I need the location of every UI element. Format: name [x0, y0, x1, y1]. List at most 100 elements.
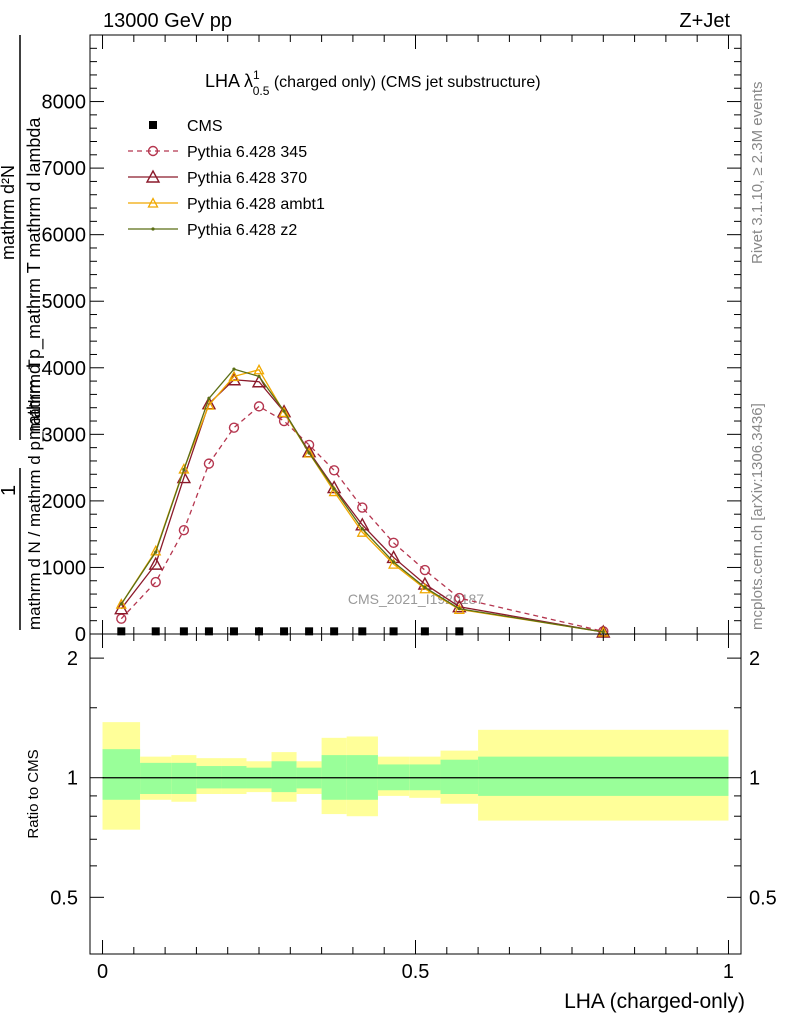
series-1-point	[454, 592, 465, 604]
series-4-point	[360, 527, 364, 531]
series-4-point	[307, 451, 311, 455]
legend-marker	[147, 197, 159, 208]
ratio-y-label: Ratio to CMS	[25, 749, 42, 838]
series-1-point	[203, 458, 215, 469]
series-4-point	[282, 409, 286, 413]
plot-title: LHA λ1 0.5 (charged only) (CMS jet substr…	[205, 68, 541, 98]
legend: CMS Pythia 6.428 345 Pythia 6.428 370 Pythi…	[128, 118, 325, 239]
rivet-label: Rivet 3.1.10, ≥ 2.3M events	[749, 82, 766, 265]
ratio-tick-label-right: 0.5	[749, 887, 777, 909]
series-1-point	[253, 401, 265, 412]
ratio-inner-band	[440, 759, 479, 794]
y-tick-label: 5000	[42, 291, 87, 313]
legend-entry: Pythia 6.428 345	[128, 144, 307, 161]
plot-title-main: LHA λ	[205, 71, 253, 91]
cms-data-point	[389, 627, 398, 636]
series-4-point	[232, 367, 236, 371]
series-1-point	[419, 564, 431, 576]
y-tick-label: 2000	[42, 491, 87, 513]
plot-title-sup: 1	[253, 68, 260, 82]
cms-data-point	[455, 627, 464, 636]
series-1-point	[357, 502, 368, 513]
x-tick-label: 1	[723, 961, 734, 983]
series-3-point	[150, 544, 162, 556]
main-y-ticks: 0 1000 2000 3000 4000 5000 6000 7000 8000	[42, 47, 741, 646]
ratio-inner-band	[140, 762, 172, 794]
legend-marker	[145, 169, 161, 183]
legend-entry: CMS	[149, 118, 223, 135]
y-tick-label: 3000	[42, 424, 87, 446]
ratio-y-ticks: 0.5 0.5 1 1 2 2	[50, 648, 777, 909]
main-series	[114, 363, 611, 638]
cms-data-point	[179, 627, 188, 636]
series-4-point	[207, 396, 211, 400]
x-tick-label: 0	[97, 961, 108, 983]
series-4-point	[332, 487, 336, 491]
series-4-point	[182, 468, 186, 472]
series-4-line	[120, 368, 604, 633]
y-label-numerator: mathrm d²N	[0, 165, 18, 260]
ratio-tick-label: 2	[67, 648, 78, 670]
legend-label: Pythia 6.428 345	[187, 144, 307, 161]
y-label-prefix-den: mathrm d N / mathrm d p_mathrm T	[25, 359, 44, 630]
series-4-point	[391, 560, 396, 564]
cms-data-point	[358, 627, 367, 636]
series-4-point	[423, 585, 427, 590]
y-tick-label: 7000	[42, 158, 87, 180]
legend-label: Pythia 6.428 370	[187, 170, 307, 187]
legend-entry: Pythia 6.428 ambt1	[128, 196, 325, 213]
legend-marker	[149, 121, 157, 129]
legend-entry: Pythia 6.428 z2	[128, 222, 297, 239]
cms-data-point	[229, 627, 238, 636]
series-3-point	[115, 598, 127, 609]
series-3-point	[303, 447, 315, 458]
series-4	[119, 367, 605, 634]
y-tick-label: 4000	[42, 358, 87, 380]
ratio-inner-band	[478, 756, 729, 796]
ratio-x-ticks: 0 0.5 1	[97, 634, 734, 983]
cms-data-point	[151, 627, 160, 636]
energy-label: 13000 GeV pp	[103, 10, 232, 32]
cms-data-point	[330, 627, 339, 636]
legend-marker	[151, 227, 155, 231]
series-4-point	[154, 550, 158, 554]
series-4-point	[457, 607, 461, 611]
legend-marker	[147, 145, 159, 157]
plot-title-suffix: (charged only) (CMS jet substructure)	[269, 74, 540, 91]
series-1-point	[328, 465, 340, 476]
ratio-panel: 0.5 0.51 12 2 0 0.5 1 Ratio to CMS LHA (charg…	[25, 633, 777, 1013]
y-label-denominator: mathrm d p_mathrm T mathrm d lambda	[24, 117, 45, 440]
ratio-inner-band	[271, 761, 297, 793]
cms-data-point	[117, 627, 126, 636]
y-tick-label: 0	[75, 624, 86, 646]
series-1-line	[120, 405, 604, 632]
ratio-inner-band	[102, 749, 141, 800]
main-y-axis-label: mathrm d N / mathrm d p_mathrm T 1 mathr…	[0, 35, 45, 630]
series-0	[117, 627, 464, 636]
ratio-tick-label: 1	[67, 768, 78, 790]
series-1-point	[228, 422, 240, 433]
ratio-tick-label-right: 1	[749, 768, 760, 790]
series-2-point	[148, 556, 163, 570]
y-tick-label: 8000	[42, 92, 87, 114]
x-axis-label: LHA (charged-only)	[564, 990, 745, 1013]
series-3-point	[228, 370, 240, 382]
cms-data-point	[204, 627, 213, 636]
series-1-point	[388, 537, 399, 549]
cms-data-point	[255, 627, 264, 636]
series-3-point	[178, 463, 190, 474]
y-label-prefix: 1	[0, 485, 20, 496]
ratio-tick-label: 0.5	[50, 887, 78, 909]
cms-data-point	[280, 627, 289, 636]
y-tick-label: 1000	[42, 557, 87, 579]
legend-label: Pythia 6.428 z2	[187, 222, 297, 239]
series-1-point	[150, 576, 161, 588]
legend-label: Pythia 6.428 ambt1	[187, 196, 325, 213]
legend-entry: Pythia 6.428 370	[128, 169, 307, 187]
ratio-inner-band	[171, 762, 197, 794]
series-4-point	[601, 630, 605, 634]
series-4-point	[119, 602, 123, 606]
process-label: Z+Jet	[679, 10, 730, 32]
